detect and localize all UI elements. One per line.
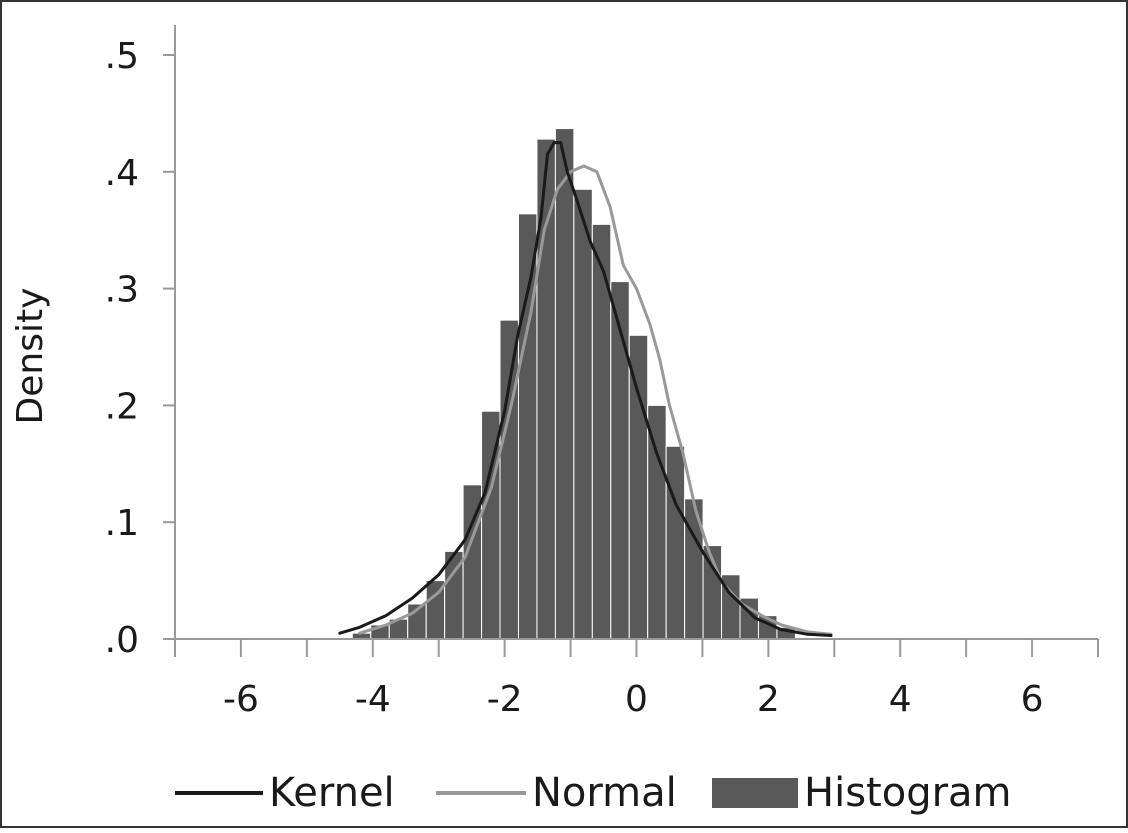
y-axis-label: Density (10, 288, 51, 425)
histogram-bar (517, 213, 538, 640)
legend-histogram-swatch (712, 778, 798, 808)
y-tick-label: .4 (105, 153, 139, 194)
legend-normal-label: Normal (532, 770, 677, 816)
x-tick-label: -2 (487, 679, 523, 720)
x-tick-label: 4 (889, 679, 912, 720)
legend-kernel-label: Kernel (269, 770, 395, 816)
histogram-bar (573, 188, 593, 640)
x-tick-label: 2 (757, 679, 780, 720)
x-tick-label: 6 (1021, 679, 1044, 720)
kernel-line (338, 141, 833, 637)
density-lines (338, 141, 833, 637)
x-tick-label: -4 (355, 679, 391, 720)
legend-histogram-label: Histogram (804, 770, 1012, 816)
histogram-bar (628, 334, 649, 640)
x-tick-label: 0 (625, 679, 648, 720)
histogram-bar (647, 404, 667, 640)
axes: .0 .1 .2 .3 .4 .5 -6 -4 -2 0 2 4 6 (105, 25, 1099, 720)
legend: Kernel Normal Histogram (175, 770, 1012, 816)
y-tick-label: .5 (105, 36, 139, 77)
y-tick-label: .1 (105, 503, 139, 544)
histogram-bar (554, 128, 575, 640)
y-tick-label: .3 (105, 270, 139, 311)
y-tick-label: .0 (105, 620, 139, 661)
y-tick-label: .2 (105, 386, 139, 427)
histogram-bar (665, 445, 686, 640)
histogram-bar (499, 319, 519, 640)
x-tick-label: -6 (223, 679, 259, 720)
histogram-bar (536, 138, 556, 640)
histogram-bar (610, 281, 630, 640)
